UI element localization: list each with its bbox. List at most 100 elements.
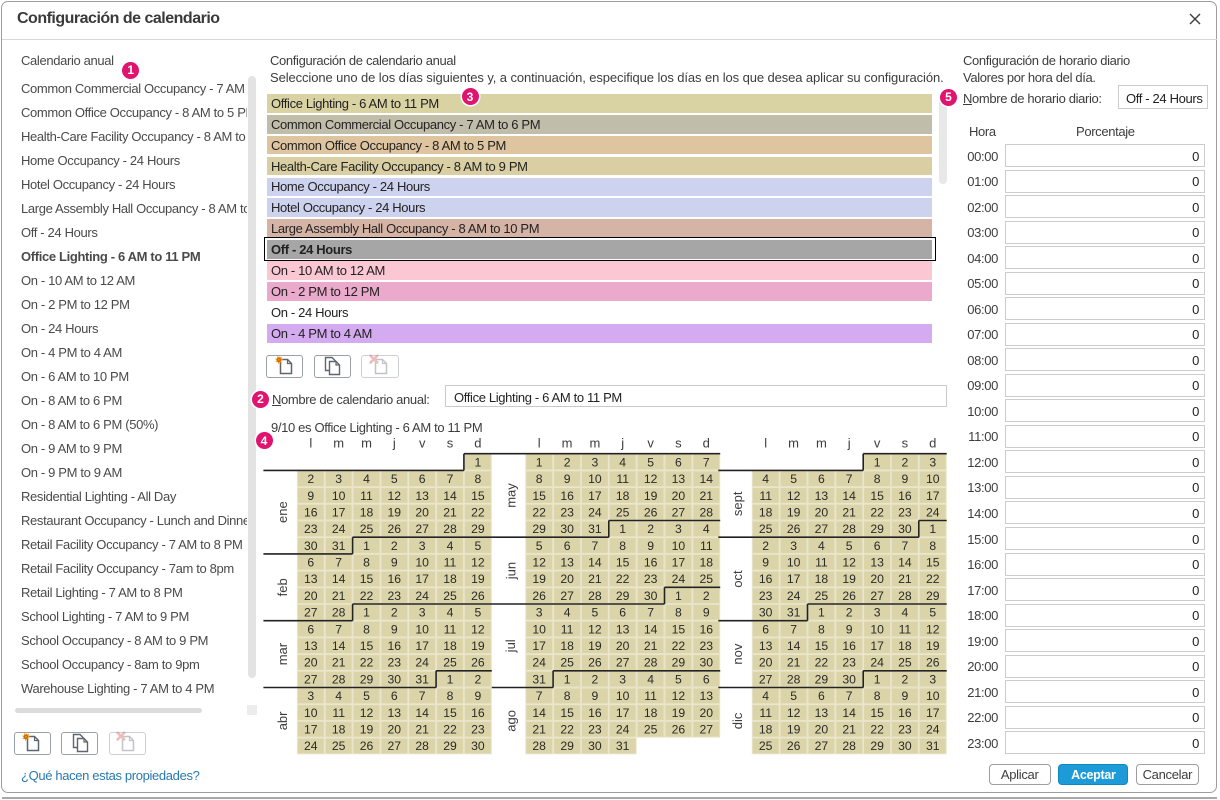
- svg-text:25: 25: [443, 656, 457, 670]
- svg-text:30: 30: [388, 672, 402, 686]
- svg-text:30: 30: [560, 522, 574, 536]
- svg-text:5: 5: [391, 472, 398, 486]
- svg-text:18: 18: [815, 572, 829, 586]
- svg-text:11: 11: [444, 556, 457, 570]
- svg-text:11: 11: [759, 489, 772, 503]
- svg-text:2: 2: [307, 472, 314, 486]
- svg-text:6: 6: [619, 606, 626, 620]
- svg-text:29: 29: [471, 522, 485, 536]
- svg-text:3: 3: [675, 522, 682, 536]
- svg-text:31: 31: [588, 522, 602, 536]
- svg-text:13: 13: [388, 706, 402, 720]
- svg-text:12: 12: [672, 689, 686, 703]
- svg-text:5: 5: [475, 539, 482, 553]
- svg-text:m: m: [589, 435, 600, 450]
- svg-text:24: 24: [787, 589, 801, 603]
- svg-text:8: 8: [363, 556, 370, 570]
- svg-text:2: 2: [846, 606, 853, 620]
- svg-text:3: 3: [874, 606, 881, 620]
- svg-text:19: 19: [787, 505, 801, 519]
- svg-text:26: 26: [787, 522, 801, 536]
- svg-text:27: 27: [616, 656, 630, 670]
- svg-text:4: 4: [762, 689, 769, 703]
- svg-text:23: 23: [644, 572, 658, 586]
- svg-text:2: 2: [902, 672, 909, 686]
- svg-text:28: 28: [415, 739, 429, 753]
- svg-text:26: 26: [842, 589, 856, 603]
- svg-text:13: 13: [700, 689, 714, 703]
- svg-text:4: 4: [762, 472, 769, 486]
- svg-text:18: 18: [898, 639, 912, 653]
- svg-text:17: 17: [787, 572, 801, 586]
- svg-text:23: 23: [700, 639, 714, 653]
- svg-text:17: 17: [332, 505, 346, 519]
- svg-text:14: 14: [443, 489, 457, 503]
- svg-text:14: 14: [332, 639, 346, 653]
- svg-text:ene: ene: [275, 501, 290, 523]
- svg-text:18: 18: [644, 706, 658, 720]
- svg-text:7: 7: [592, 539, 599, 553]
- svg-text:1: 1: [475, 455, 482, 469]
- svg-text:16: 16: [588, 706, 602, 720]
- svg-text:14: 14: [787, 639, 801, 653]
- svg-text:28: 28: [842, 522, 856, 536]
- svg-text:25: 25: [700, 572, 714, 586]
- svg-text:22: 22: [926, 572, 940, 586]
- svg-text:9: 9: [902, 472, 909, 486]
- svg-text:25: 25: [360, 522, 374, 536]
- svg-text:17: 17: [616, 706, 630, 720]
- svg-text:23: 23: [898, 723, 912, 737]
- svg-text:11: 11: [444, 622, 457, 636]
- svg-text:26: 26: [471, 656, 485, 670]
- svg-text:22: 22: [532, 505, 546, 519]
- svg-text:2: 2: [647, 522, 654, 536]
- svg-text:30: 30: [471, 739, 485, 753]
- svg-text:7: 7: [902, 539, 909, 553]
- svg-text:2: 2: [592, 672, 599, 686]
- svg-text:30: 30: [304, 539, 318, 553]
- svg-text:20: 20: [304, 589, 318, 603]
- svg-text:8: 8: [675, 606, 682, 620]
- svg-text:30: 30: [700, 656, 714, 670]
- svg-text:21: 21: [898, 572, 912, 586]
- svg-text:3: 3: [307, 689, 314, 703]
- svg-text:22: 22: [672, 639, 686, 653]
- svg-text:4: 4: [703, 522, 710, 536]
- svg-text:12: 12: [787, 489, 801, 503]
- svg-text:31: 31: [532, 672, 546, 686]
- svg-text:15: 15: [926, 556, 940, 570]
- svg-text:24: 24: [332, 522, 346, 536]
- svg-text:1: 1: [447, 672, 454, 686]
- svg-text:1: 1: [363, 539, 370, 553]
- svg-text:2: 2: [762, 539, 769, 553]
- svg-text:7: 7: [790, 622, 797, 636]
- svg-text:9: 9: [307, 489, 314, 503]
- svg-text:19: 19: [787, 723, 801, 737]
- svg-text:13: 13: [870, 556, 884, 570]
- svg-text:30: 30: [898, 522, 912, 536]
- svg-text:may: may: [503, 483, 518, 508]
- svg-text:15: 15: [870, 706, 884, 720]
- svg-text:17: 17: [672, 556, 686, 570]
- svg-text:31: 31: [415, 672, 429, 686]
- svg-text:21: 21: [842, 723, 856, 737]
- svg-text:14: 14: [700, 472, 714, 486]
- svg-text:10: 10: [332, 489, 346, 503]
- svg-text:5: 5: [536, 539, 543, 553]
- svg-text:18: 18: [700, 556, 714, 570]
- svg-text:19: 19: [644, 489, 658, 503]
- svg-text:9: 9: [846, 622, 853, 636]
- svg-text:jun: jun: [503, 562, 518, 580]
- svg-text:5: 5: [475, 606, 482, 620]
- svg-text:10: 10: [870, 622, 884, 636]
- svg-text:5: 5: [929, 606, 936, 620]
- svg-text:12: 12: [842, 556, 856, 570]
- svg-text:v: v: [647, 435, 654, 450]
- svg-text:16: 16: [644, 556, 658, 570]
- svg-text:30: 30: [842, 672, 856, 686]
- svg-text:27: 27: [870, 589, 884, 603]
- svg-text:13: 13: [815, 706, 829, 720]
- svg-text:17: 17: [415, 572, 429, 586]
- svg-text:25: 25: [443, 589, 457, 603]
- svg-text:18: 18: [616, 489, 630, 503]
